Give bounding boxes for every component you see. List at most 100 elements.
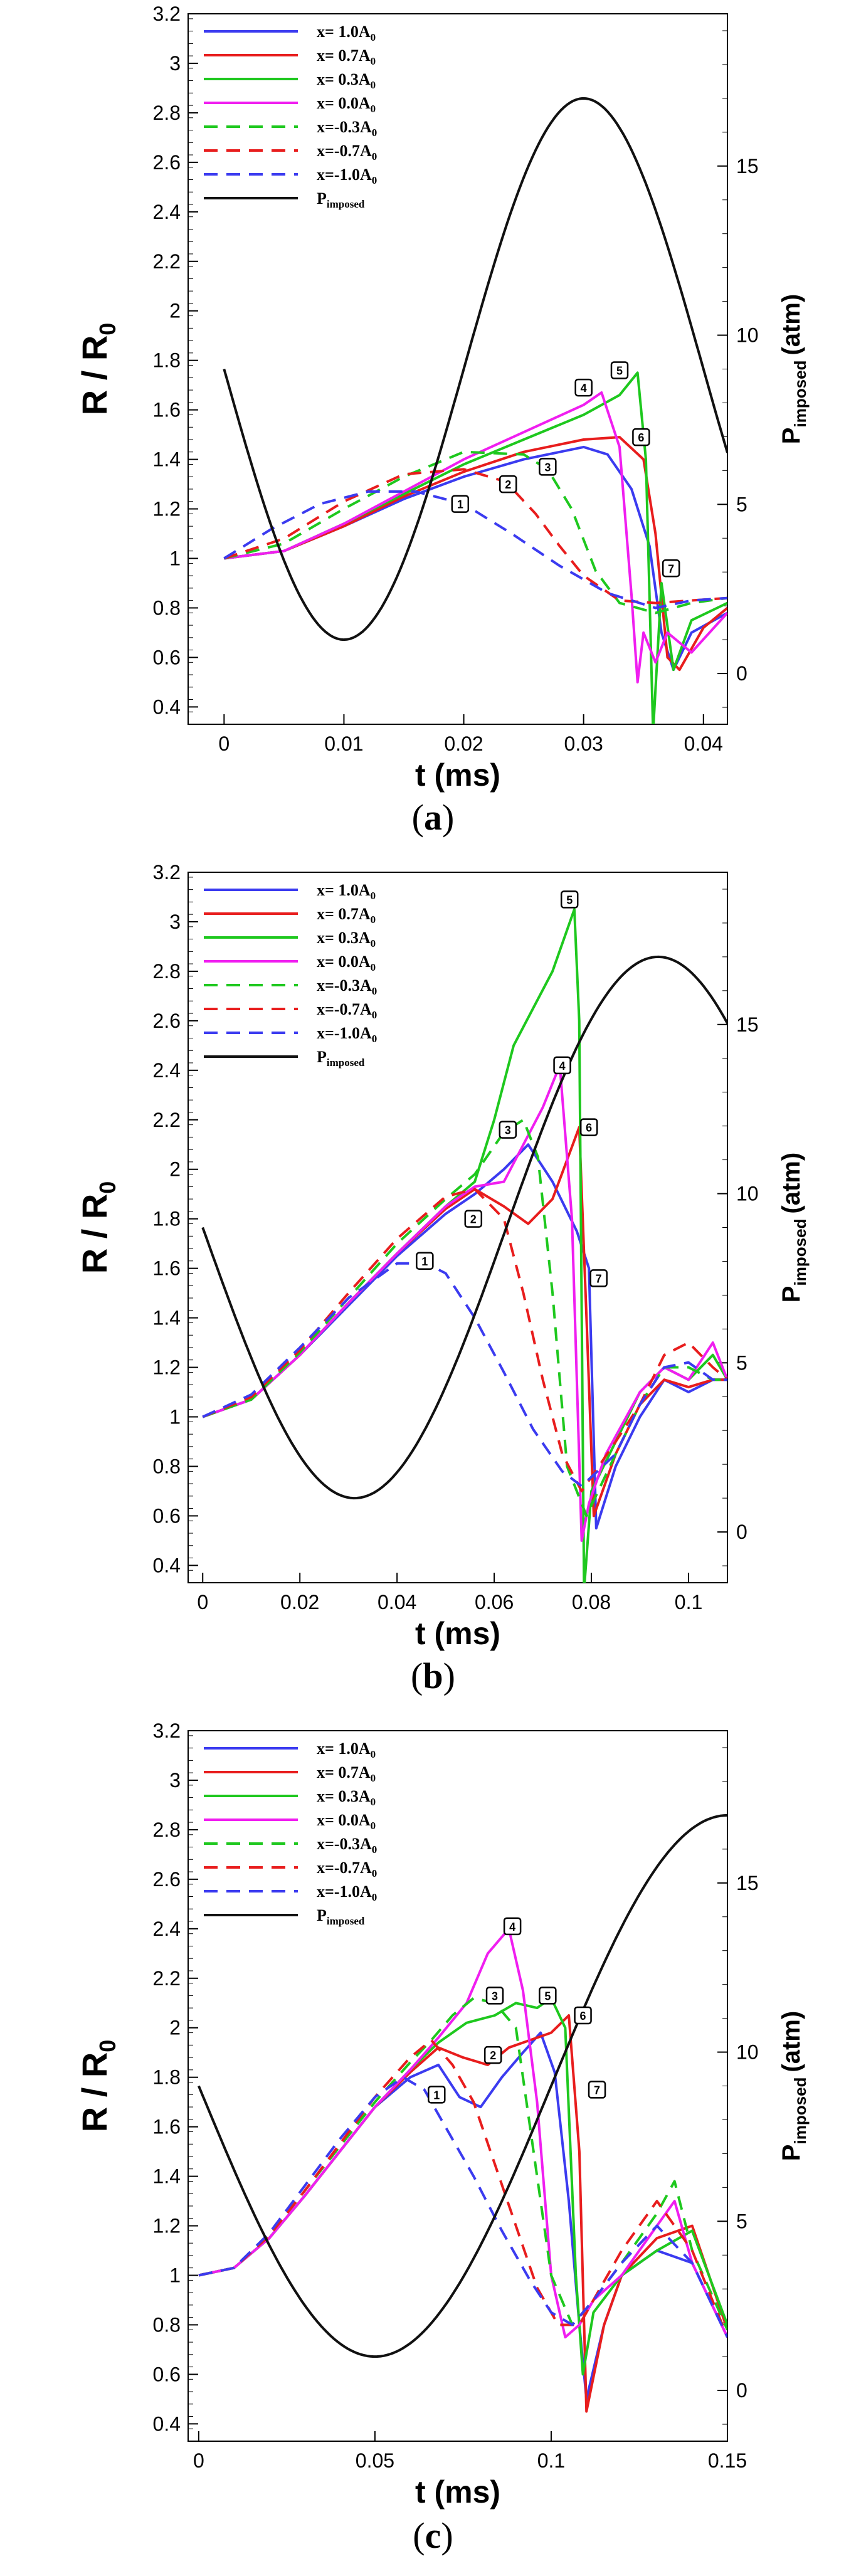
chart-c-legend-label-5: x=-0.7A0 [317, 1859, 377, 1879]
chart-c-series-group [198, 1813, 727, 2413]
chart-c-legend-label-3: x= 0.0A0 [317, 1811, 376, 1832]
chart-c-ytick-label: 3.2 [153, 1719, 181, 1742]
chart-a-series-5 [223, 468, 727, 604]
chart-c-legend-label-6: x=-1.0A0 [317, 1882, 377, 1903]
chart-b-legend-label-main-1: x= 0.7A [317, 905, 371, 923]
chart-c-legend-label-sub-2: 0 [371, 1796, 376, 1808]
chart-b-y2tick-label: 5 [736, 1351, 747, 1374]
chart-a-legend-label-0: x= 1.0A0 [317, 23, 376, 43]
chart-b-ytick-label: 3 [169, 911, 181, 933]
chart-a-marker-box-1 [451, 495, 470, 513]
chart-a-y2tick-label: 15 [736, 155, 759, 177]
chart-c-marker-label-5: 5 [544, 1990, 551, 2002]
chart-a-ytick-label: 1.4 [153, 448, 181, 471]
chart-b-xtick-label: 0.02 [280, 1591, 319, 1613]
chart-a-marker-label-1: 1 [457, 499, 463, 511]
chart-b-legend-label-3: x= 0.0A0 [317, 953, 376, 973]
chart-b-legend-label-4: x=-0.3A0 [317, 976, 377, 997]
chart-b-ylabel-right-unit: (atm) [778, 1153, 805, 1214]
chart-a-series-3 [224, 391, 727, 684]
chart-b-y2tick-label: 0 [736, 1521, 747, 1543]
chart-a-ylabel-left-main: R / R [75, 335, 114, 416]
chart-a-y2tick-label: 0 [736, 662, 747, 685]
chart-b-series-2 [202, 908, 727, 1583]
chart-c-ytick-label: 2.2 [153, 1967, 181, 1990]
chart-a-marker-label-7: 7 [668, 562, 674, 575]
chart-a-legend-label-1: x= 0.7A0 [317, 46, 376, 67]
chart-b-marker-box-1 [416, 1252, 434, 1270]
chart-b-ylabel-right: Pimposed (atm) [778, 1153, 810, 1302]
chart-a-ylabel-right-sub: imposed [791, 361, 810, 428]
chart-a-series-0 [224, 445, 727, 672]
chart-b-series-6 [202, 1262, 727, 1487]
chart-c-marker-box-2 [483, 2045, 502, 2064]
chart-a-ytick-label: 2.4 [153, 201, 181, 223]
chart-b-legend-label-main-6: x=-1.0A [317, 1024, 372, 1042]
chart-b-marker-box-4 [553, 1056, 571, 1075]
chart-c-y2tick-label: 0 [736, 2379, 747, 2402]
chart-b-legend-label-7: Pimposed [317, 1048, 365, 1069]
chart-a-legend-label-main-4: x=-0.3A [317, 118, 372, 136]
chart-c-marker-label-1: 1 [433, 2089, 440, 2101]
chart-a-legend-label-sub-1: 0 [371, 55, 376, 67]
chart-b-ylabel-left-main: R / R [75, 1194, 114, 1274]
chart-b-xtick-label: 0.1 [675, 1591, 702, 1613]
chart-b-ytick-label: 0.8 [153, 1455, 181, 1477]
chart-c-legend-label-sub-1: 0 [371, 1772, 376, 1784]
chart-a-xtick-label: 0.01 [324, 732, 363, 755]
chart-c-y2tick-label: 5 [736, 2210, 747, 2232]
chart-a-ytick-label: 2.8 [153, 102, 181, 124]
chart-b-series-4 [202, 1118, 727, 1518]
chart-b-legend-label-5: x=-0.7A0 [317, 1000, 377, 1021]
chart-a-legend-label-main-1: x= 0.7A [317, 46, 371, 65]
chart-b-marker-label-3: 3 [505, 1124, 511, 1137]
chart-b-legend-label-2: x= 0.3A0 [317, 929, 376, 949]
chart-b-legend-label-main-2: x= 0.3A [317, 929, 371, 947]
chart-a-legend-label-sub-3: 0 [371, 103, 376, 115]
chart-panel-c: 0.4 0.6 0.8 1 1.2 1.4 1.6 1.8 2 2.2 2.4 2.6 2.8 3 3.2 0… [0, 1717, 866, 2575]
chart-c-legend-label-1: x= 0.7A0 [317, 1763, 376, 1784]
chart-a-ytick-label: 1.8 [153, 349, 181, 372]
chart-a-xtick-label: 0.02 [444, 732, 483, 755]
chart-a-marker-label-5: 5 [616, 364, 623, 377]
chart-b-xtick-label: 0 [197, 1591, 208, 1613]
chart-b-ylabel-right-main: P [778, 1286, 805, 1303]
chart-a-series-4 [223, 450, 727, 615]
chart-b-ytick-label: 0.6 [153, 1504, 181, 1527]
chart-b-legend-label-main-3: x= 0.0A [317, 953, 371, 971]
chart-a-ylabel-right-unit: (atm) [778, 294, 805, 356]
chart-b-marker-box-5 [560, 890, 579, 909]
chart-a-ylabel-right: Pimposed (atm) [778, 294, 810, 444]
chart-c-ytick-label: 0.6 [153, 2363, 181, 2385]
chart-c-legend-label-main-5: x=-0.7A [317, 1859, 372, 1877]
chart-c-marker-box-3 [485, 1987, 504, 2005]
chart-b-ytick-label: 0.4 [153, 1554, 181, 1576]
chart-c-ylabel-right-unit: (atm) [778, 2011, 805, 2072]
chart-c-ylabel-right-sub: imposed [791, 2077, 810, 2145]
chart-a-legend-label-main-2: x= 0.3A [317, 70, 371, 88]
chart-a-marker-label-6: 6 [638, 431, 644, 444]
chart-b-marker-label-2: 2 [470, 1213, 477, 1226]
chart-b-series-group [201, 908, 727, 1583]
chart-a-ytick-label: 0.8 [153, 596, 181, 619]
chart-a-marker-box-3 [539, 458, 557, 476]
chart-a-xlabel: t (ms) [415, 757, 500, 793]
chart-c-legend-label-sub-3: 0 [371, 1820, 376, 1832]
chart-b-ytick-label: 1.4 [153, 1307, 181, 1329]
chart-c-ylabel-left-main: R / R [75, 2052, 114, 2133]
chart-b-marker-label-7: 7 [596, 1272, 602, 1285]
chart-c-legend-label-sub-0: 0 [371, 1748, 376, 1760]
chart-a-legend-label-sub-2: 0 [371, 79, 376, 91]
chart-a-legend-label-4: x=-0.3A0 [317, 118, 377, 139]
chart-a-xtick-label: 0 [218, 732, 230, 755]
chart-a-ytick-label: 2.2 [153, 250, 181, 273]
chart-a-ytick-label: 2 [169, 300, 181, 322]
chart-a-ytick-label: 0.6 [153, 646, 181, 668]
chart-b-ytick-label: 1.2 [153, 1356, 181, 1379]
chart-b-ylabel-left-sub: 0 [95, 1181, 120, 1194]
chart-c-legend-label-main-4: x=-0.3A [317, 1835, 372, 1853]
chart-a-legend-label-2: x= 0.3A0 [317, 70, 376, 91]
chart-a-legend-label-main-0: x= 1.0A [317, 23, 371, 41]
chart-c-ytick-label: 1 [169, 2264, 181, 2287]
chart-c-legend-label-main-0: x= 1.0A [317, 1739, 371, 1758]
